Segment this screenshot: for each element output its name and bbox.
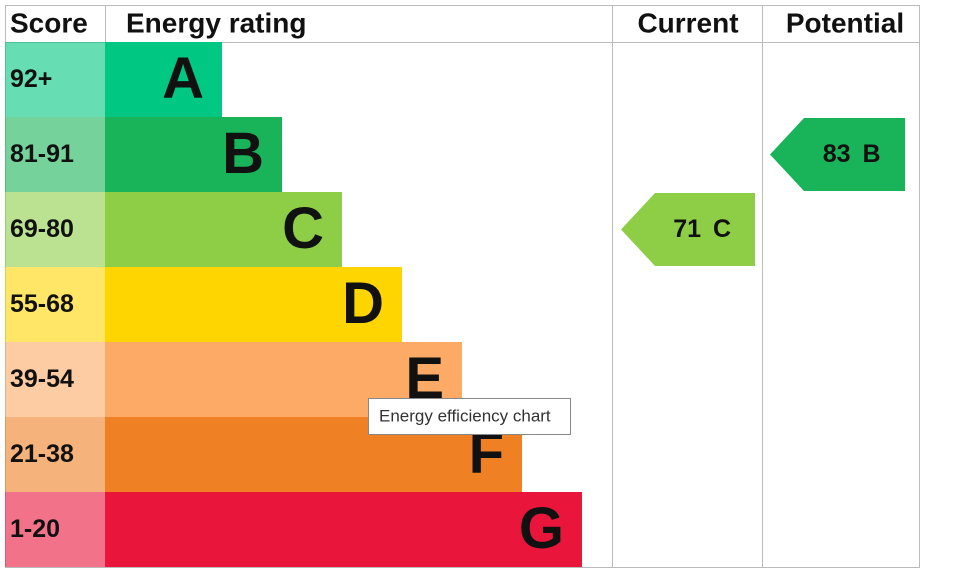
rating-letter: D <box>342 271 384 336</box>
rating-bar <box>105 267 402 342</box>
arrow-letter: B <box>863 140 881 168</box>
score-cell <box>5 117 105 192</box>
header-rating: Energy rating <box>126 7 306 38</box>
rating-bar <box>105 42 222 117</box>
header-potential: Potential <box>786 7 904 38</box>
tooltip: Energy efficiency chart <box>368 398 571 435</box>
arrow-shape <box>621 193 755 266</box>
tooltip-box <box>368 398 571 435</box>
score-cell <box>5 342 105 417</box>
tooltip-text: Energy efficiency chart <box>379 406 551 425</box>
score-range: 69-80 <box>10 215 74 243</box>
score-cell <box>5 492 105 567</box>
header-current: Current <box>637 7 738 38</box>
score-cell <box>5 42 105 117</box>
score-range: 92+ <box>10 65 52 93</box>
rating-letter: A <box>162 46 204 111</box>
score-cell <box>5 267 105 342</box>
score-range: 1-20 <box>10 515 60 543</box>
arrow-value: 71 <box>673 215 701 243</box>
score-range: 21-38 <box>10 440 74 468</box>
rating-letter: B <box>222 121 264 186</box>
arrow-value: 83 <box>823 140 851 168</box>
rating-letter: C <box>282 196 324 261</box>
score-cell <box>5 417 105 492</box>
current-arrow: 71 C <box>621 193 755 266</box>
potential-arrow: 83 B <box>770 118 905 191</box>
rating-letter: G <box>519 496 564 561</box>
rating-bar <box>105 192 342 267</box>
score-range: 81-91 <box>10 140 74 168</box>
score-range: 55-68 <box>10 290 74 318</box>
rating-bar <box>105 492 582 567</box>
rating-bar <box>105 117 282 192</box>
score-range: 39-54 <box>10 365 74 393</box>
score-cell <box>5 192 105 267</box>
arrow-shape <box>770 118 905 191</box>
arrow-letter: C <box>713 215 731 243</box>
header-score: Score <box>10 7 88 38</box>
